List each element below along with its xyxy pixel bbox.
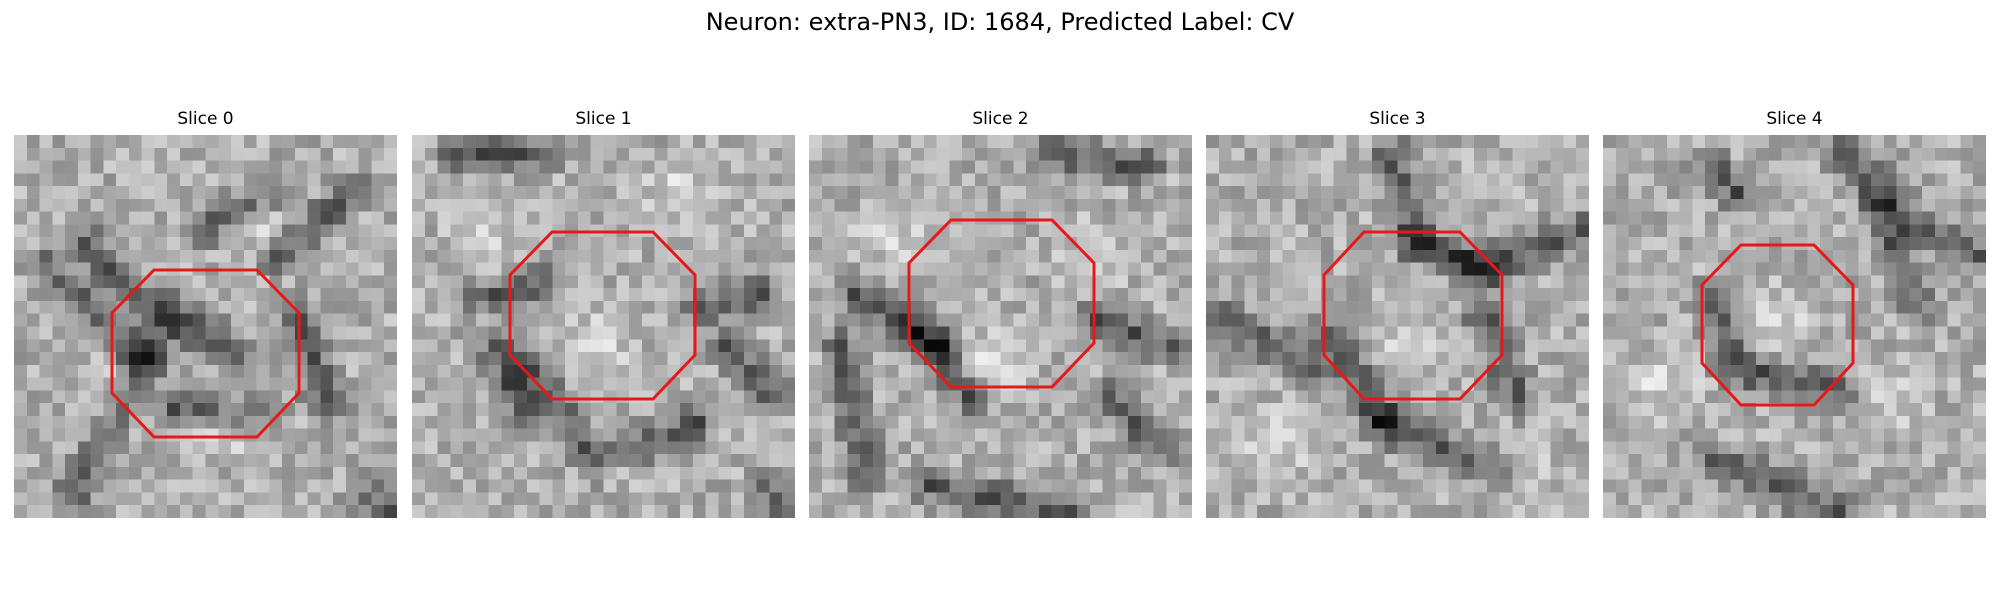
slice-panel-0: Slice 0 [14, 108, 397, 518]
roi-outline [1700, 243, 1855, 407]
slice-panel-3: Slice 3 [1206, 108, 1589, 518]
slice-panel-4: Slice 4 [1603, 108, 1986, 518]
roi-octagon [110, 268, 301, 439]
slice-panel-1: Slice 1 [412, 108, 795, 518]
figure-title: Neuron: extra-PN3, ID: 1684, Predicted L… [705, 8, 1295, 36]
roi-octagon [907, 218, 1096, 389]
slice-panel-2: Slice 2 [809, 108, 1192, 518]
roi-outline [110, 268, 301, 439]
roi-octagon [1700, 243, 1855, 407]
slice-image [1206, 135, 1589, 518]
slice-title: Slice 1 [575, 109, 632, 129]
slice-image [809, 135, 1192, 518]
slice-image [1603, 135, 1986, 518]
roi-outline [508, 230, 697, 401]
roi-octagon [508, 230, 697, 401]
slice-image [14, 135, 397, 518]
roi-outline [1322, 230, 1504, 401]
slice-title: Slice 0 [177, 109, 234, 129]
roi-octagon [1322, 230, 1504, 401]
slice-title: Slice 2 [972, 109, 1029, 129]
slice-image [412, 135, 795, 518]
roi-outline [907, 218, 1096, 389]
slice-title: Slice 3 [1369, 109, 1426, 129]
slice-title: Slice 4 [1766, 109, 1823, 129]
